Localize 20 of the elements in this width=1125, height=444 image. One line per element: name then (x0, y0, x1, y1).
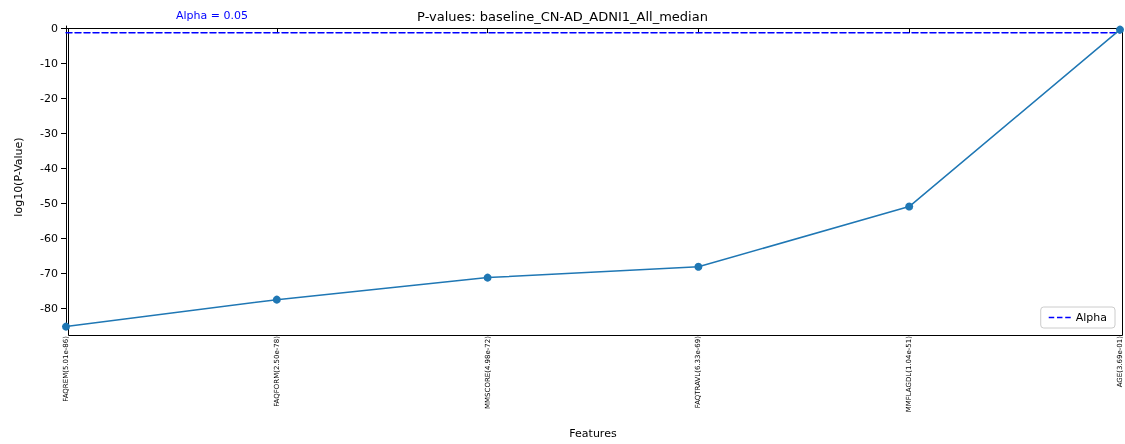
point (483, 273, 492, 282)
text: Alpha = 0.05 (176, 9, 248, 22)
y-tick-label: -30 (40, 126, 58, 140)
point (62, 322, 70, 331)
y-tick-label: -80 (40, 301, 58, 315)
y-tick-label: -10 (40, 56, 58, 70)
y-axis-title: log10(P-Value) (12, 137, 25, 217)
y-tick-label: -40 (40, 161, 58, 175)
point (694, 262, 703, 271)
y-tick-label: -70 (40, 266, 58, 280)
x-axis-title: Features (569, 427, 617, 440)
point (272, 295, 281, 304)
y-tick-label: -50 (40, 196, 58, 210)
y-tick-label: 0 (51, 21, 58, 35)
y-tick-label: -20 (40, 91, 58, 105)
chart-title: P-values: baseline_CN-AD_ADNI1_All_median (417, 9, 708, 24)
y-tick-label: -60 (40, 231, 58, 245)
point (905, 202, 914, 211)
point (1116, 25, 1124, 34)
legend-label: Alpha (1075, 311, 1108, 324)
